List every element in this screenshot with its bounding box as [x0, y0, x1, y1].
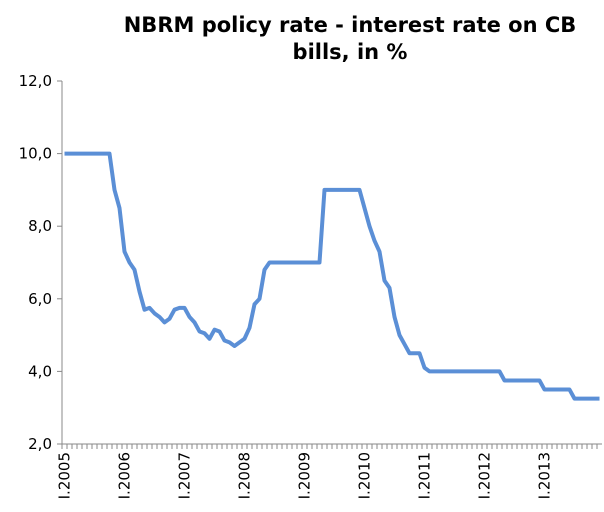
x-tick-label: I.2009	[296, 452, 314, 499]
x-tick-label: I.2011	[416, 452, 434, 499]
y-tick-label: 4,0	[28, 362, 52, 380]
y-tick-label: 2,0	[28, 435, 52, 453]
y-tick-label: 12,0	[19, 72, 52, 90]
chart-title: bills, in %	[293, 40, 408, 64]
x-tick-label: I.2012	[476, 452, 494, 499]
x-tick-label: I.2006	[116, 452, 134, 499]
line	[64, 151, 600, 401]
y-tick-label: 10,0	[19, 145, 52, 163]
x-tick-label: I.2010	[356, 452, 374, 499]
x-tick-label: I.2008	[236, 452, 254, 499]
chart-title: NBRM policy rate - interest rate on CB	[124, 13, 577, 37]
x-tick-label: I.2007	[176, 452, 194, 499]
x-tick-label: I.2013	[536, 452, 554, 499]
y-tick-label: 8,0	[28, 217, 52, 235]
y-tick-label: 6,0	[28, 290, 52, 308]
x-tick-label: I.2005	[56, 452, 74, 499]
